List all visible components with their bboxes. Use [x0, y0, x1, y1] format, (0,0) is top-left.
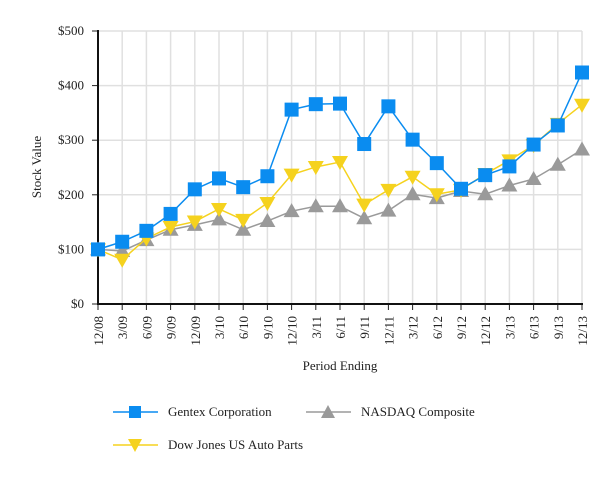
data-point-triangle-up	[380, 202, 397, 217]
data-point-triangle-up	[259, 213, 276, 228]
data-point-triangle-down	[186, 215, 203, 230]
x-tick-label: 6/13	[527, 316, 542, 339]
data-point-triangle-up	[356, 210, 373, 225]
data-point-triangle-down	[332, 156, 348, 171]
data-point-triangle-up	[211, 211, 227, 226]
data-point-square	[526, 137, 541, 152]
tick-labels: $0 $100 $200 $300 $400 $500 12/08 3/09 6/09 9/09 1…	[58, 23, 590, 346]
x-tick-label: 3/10	[212, 316, 227, 339]
data-point-triangle-up	[549, 156, 566, 171]
x-tick-label: 12/09	[188, 316, 203, 346]
data-point-square	[381, 99, 396, 114]
x-tick-label: 6/09	[139, 316, 154, 339]
x-tick-label: 3/11	[309, 316, 324, 339]
x-tick-label: 12/12	[478, 316, 493, 346]
y-axis-title: Stock Value	[29, 136, 44, 198]
x-tick-label: 6/12	[430, 316, 445, 339]
data-point-square	[91, 242, 105, 257]
data-point-square	[405, 132, 420, 147]
data-point-square	[357, 137, 372, 152]
y-tick-label: $300	[58, 132, 84, 147]
data-point-square	[502, 159, 517, 174]
data-point-triangle-up	[283, 203, 300, 218]
data-point-triangle-down	[404, 170, 421, 185]
data-point-triangle-up	[501, 177, 518, 192]
legend-label: NASDAQ Composite	[361, 404, 475, 419]
y-tick-label: $400	[58, 78, 84, 93]
x-tick-label: 3/09	[115, 316, 130, 339]
data-point-triangle-down	[162, 221, 179, 236]
data-point-triangle-down	[211, 202, 227, 217]
data-point-square	[212, 171, 226, 186]
data-point-triangle-up	[114, 243, 131, 258]
data-point-triangle-up	[525, 170, 542, 185]
x-tick-label: 9/09	[164, 316, 179, 339]
data-point-square	[139, 223, 154, 238]
data-point-triangle-up	[477, 186, 494, 201]
y-tick-label: $500	[58, 23, 84, 38]
legend-swatch-triangle-up-icon	[306, 405, 351, 418]
x-tick-label: 12/13	[575, 316, 590, 346]
legend-swatch-square-icon	[113, 406, 158, 418]
data-point-square	[163, 206, 178, 221]
legend-swatch-triangle-down-icon	[113, 439, 158, 452]
legend-item-nasdaq: NASDAQ Composite	[306, 404, 475, 420]
data-point-square	[260, 169, 275, 184]
legend-label: Gentex Corporation	[168, 404, 272, 419]
axes	[92, 30, 583, 310]
data-point-square	[575, 65, 589, 80]
data-point-triangle-up	[332, 198, 348, 213]
y-tick-label: $200	[58, 187, 84, 202]
data-point-triangle-up	[404, 186, 421, 201]
data-point-square	[333, 96, 347, 111]
data-point-square	[187, 182, 202, 197]
x-tick-label: 9/10	[260, 316, 275, 339]
x-tick-label: 9/12	[454, 316, 469, 339]
data-point-triangle-down	[574, 98, 590, 113]
x-tick-label: 9/13	[551, 316, 566, 339]
data-point-triangle-down	[283, 168, 300, 183]
x-tick-label: 12/10	[285, 316, 300, 346]
x-tick-label: 6/11	[333, 316, 348, 339]
data-point-triangle-down	[235, 213, 252, 228]
legend-label: Dow Jones US Auto Parts	[168, 437, 304, 452]
x-tick-label: 3/13	[502, 316, 517, 339]
data-point-triangle-down	[356, 198, 373, 213]
data-point-square	[454, 181, 468, 196]
data-point-square	[236, 180, 251, 195]
data-point-triangle-down	[380, 183, 397, 198]
legend-item-gentex: Gentex Corporation	[113, 404, 272, 420]
series-group	[90, 65, 590, 268]
data-point-triangle-up	[235, 221, 252, 236]
data-point-square	[284, 102, 299, 117]
y-tick-label: $0	[71, 296, 84, 311]
data-point-triangle-up	[574, 141, 590, 156]
x-tick-label: 12/11	[381, 316, 396, 345]
x-tick-label: 3/12	[406, 316, 421, 339]
data-point-triangle-down	[307, 160, 324, 175]
legend-item-dow-jones: Dow Jones US Auto Parts	[113, 437, 303, 453]
data-point-triangle-down	[259, 196, 276, 211]
x-tick-label: 12/08	[91, 316, 106, 346]
data-point-square	[115, 234, 130, 249]
x-axis-title: Period Ending	[303, 358, 378, 373]
x-tick-label: 9/11	[357, 316, 372, 339]
data-point-triangle-down	[428, 188, 445, 203]
x-tick-label: 6/10	[236, 316, 251, 339]
data-point-square	[429, 156, 444, 171]
y-tick-label: $100	[58, 241, 84, 256]
series-gentex-corporation	[91, 65, 589, 257]
data-point-triangle-up	[307, 198, 324, 213]
data-point-square	[478, 168, 493, 183]
data-point-triangle-down	[114, 253, 131, 268]
data-point-square	[550, 118, 565, 133]
data-point-square	[308, 97, 323, 112]
